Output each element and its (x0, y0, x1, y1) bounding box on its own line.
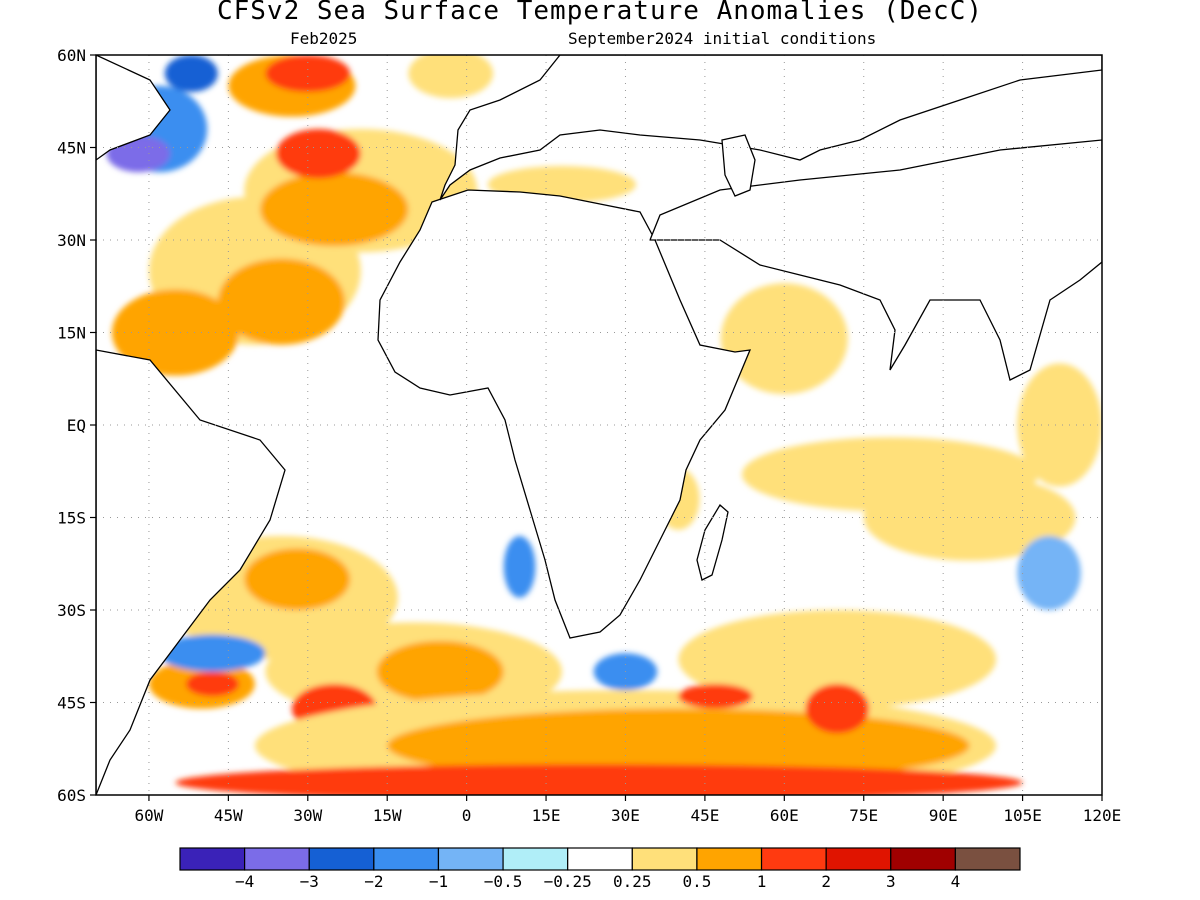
europe-coastline (439, 55, 1102, 201)
lon-tick-label: 60W (134, 806, 163, 825)
anomaly-region (186, 671, 239, 697)
anomaly-region (503, 536, 536, 598)
colorbar-label: 2 (821, 872, 831, 891)
axis-ticks: 60N 45N 30N 15N EQ 15S 30S 45S 60S 60W 45W 30W 15W 0 1… (57, 46, 1121, 825)
anomaly-region (376, 640, 504, 703)
colorbar-swatch (502, 847, 569, 871)
colorbar-swatch (244, 847, 310, 871)
anomaly-region (217, 258, 345, 345)
colorbar-swatch (308, 847, 375, 871)
colorbar-label: 1 (757, 872, 767, 891)
colorbar-label: −2 (364, 872, 383, 891)
colorbar-label: −4 (235, 872, 254, 891)
colorbar-swatch (760, 847, 827, 871)
colorbar-label: −0.5 (484, 872, 523, 891)
valid-month-label: Feb2025 (290, 29, 358, 48)
lon-tick-label: 75E (849, 806, 878, 825)
lon-tick-label: 60E (770, 806, 799, 825)
anomaly-region (276, 129, 361, 179)
colorbar-swatch (373, 847, 440, 871)
anomaly-region (678, 684, 753, 709)
colorbar-swatch (437, 847, 504, 871)
lat-tick-label: 45S (57, 694, 86, 713)
anomaly-region (164, 55, 218, 92)
anomaly-region (863, 474, 1076, 561)
lon-tick-label: 45E (690, 806, 719, 825)
colorbar-swatch (567, 847, 633, 871)
anomaly-region (265, 55, 351, 92)
anomaly-region (1017, 536, 1081, 610)
lat-tick-label: EQ (67, 416, 86, 435)
lat-tick-label: 30N (57, 231, 86, 250)
lon-tick-label: 30W (293, 806, 322, 825)
anomaly-region (720, 283, 848, 395)
colorbar-swatch (954, 847, 1021, 871)
colorbar-label: −3 (300, 872, 319, 891)
anomaly-region (111, 289, 239, 376)
lon-tick-label: 120E (1083, 806, 1122, 825)
lat-tick-label: 60N (57, 46, 86, 65)
caspian-sea-coastline (721, 134, 756, 197)
lat-tick-label: 15N (57, 324, 86, 343)
lon-tick-label: 105E (1003, 806, 1042, 825)
colorbar-label: 0.5 (682, 872, 711, 891)
lon-tick-label: 0 (462, 806, 472, 825)
lat-tick-label: 60S (57, 786, 86, 805)
anomaly-region (408, 55, 494, 99)
colorbar-swatch (825, 847, 892, 871)
colorbar-label: 3 (886, 872, 896, 891)
anomaly-region (260, 172, 409, 247)
anomaly-region (175, 764, 1023, 795)
anomaly-field (106, 55, 1102, 795)
arabia-asia-coastline (649, 139, 1102, 381)
north-america-coastline (96, 55, 171, 161)
lat-tick-label: 45N (57, 139, 86, 158)
gridlines (96, 55, 1102, 795)
anomaly-region (678, 610, 997, 709)
chart-title: CFSv2 Sea Surface Temperature Anomalies … (216, 0, 984, 26)
coastlines (96, 55, 1102, 795)
colorbar-label: 4 (951, 872, 961, 891)
colorbar-swatch (890, 847, 956, 871)
anomaly-region (805, 684, 870, 734)
anomaly-region (1017, 363, 1102, 487)
colorbar-swatch (631, 847, 698, 871)
lon-tick-label: 15E (532, 806, 561, 825)
colorbar-swatch (179, 847, 246, 871)
lon-tick-label: 15W (373, 806, 402, 825)
lon-tick-label: 30E (611, 806, 640, 825)
lat-tick-label: 30S (57, 601, 86, 620)
colorbar-label: −0.25 (544, 872, 592, 891)
lon-tick-label: 90E (929, 806, 958, 825)
colorbar-label: 0.25 (613, 872, 652, 891)
africa-coastline (377, 189, 752, 639)
colorbar-swatch (696, 847, 763, 871)
lat-tick-label: 15S (57, 509, 86, 528)
colorbar: −4 −3 −2 −1 −0.5 −0.25 0.25 0.5 1 2 3 4 (179, 847, 1021, 891)
init-conditions-label: September2024 initial conditions (568, 29, 877, 48)
lon-tick-label: 45W (214, 806, 243, 825)
colorbar-label: −1 (429, 872, 448, 891)
south-america-coastline (96, 349, 286, 795)
madagascar-coastline (696, 503, 729, 581)
anomaly-region (159, 634, 266, 672)
anomaly-region (244, 548, 351, 611)
